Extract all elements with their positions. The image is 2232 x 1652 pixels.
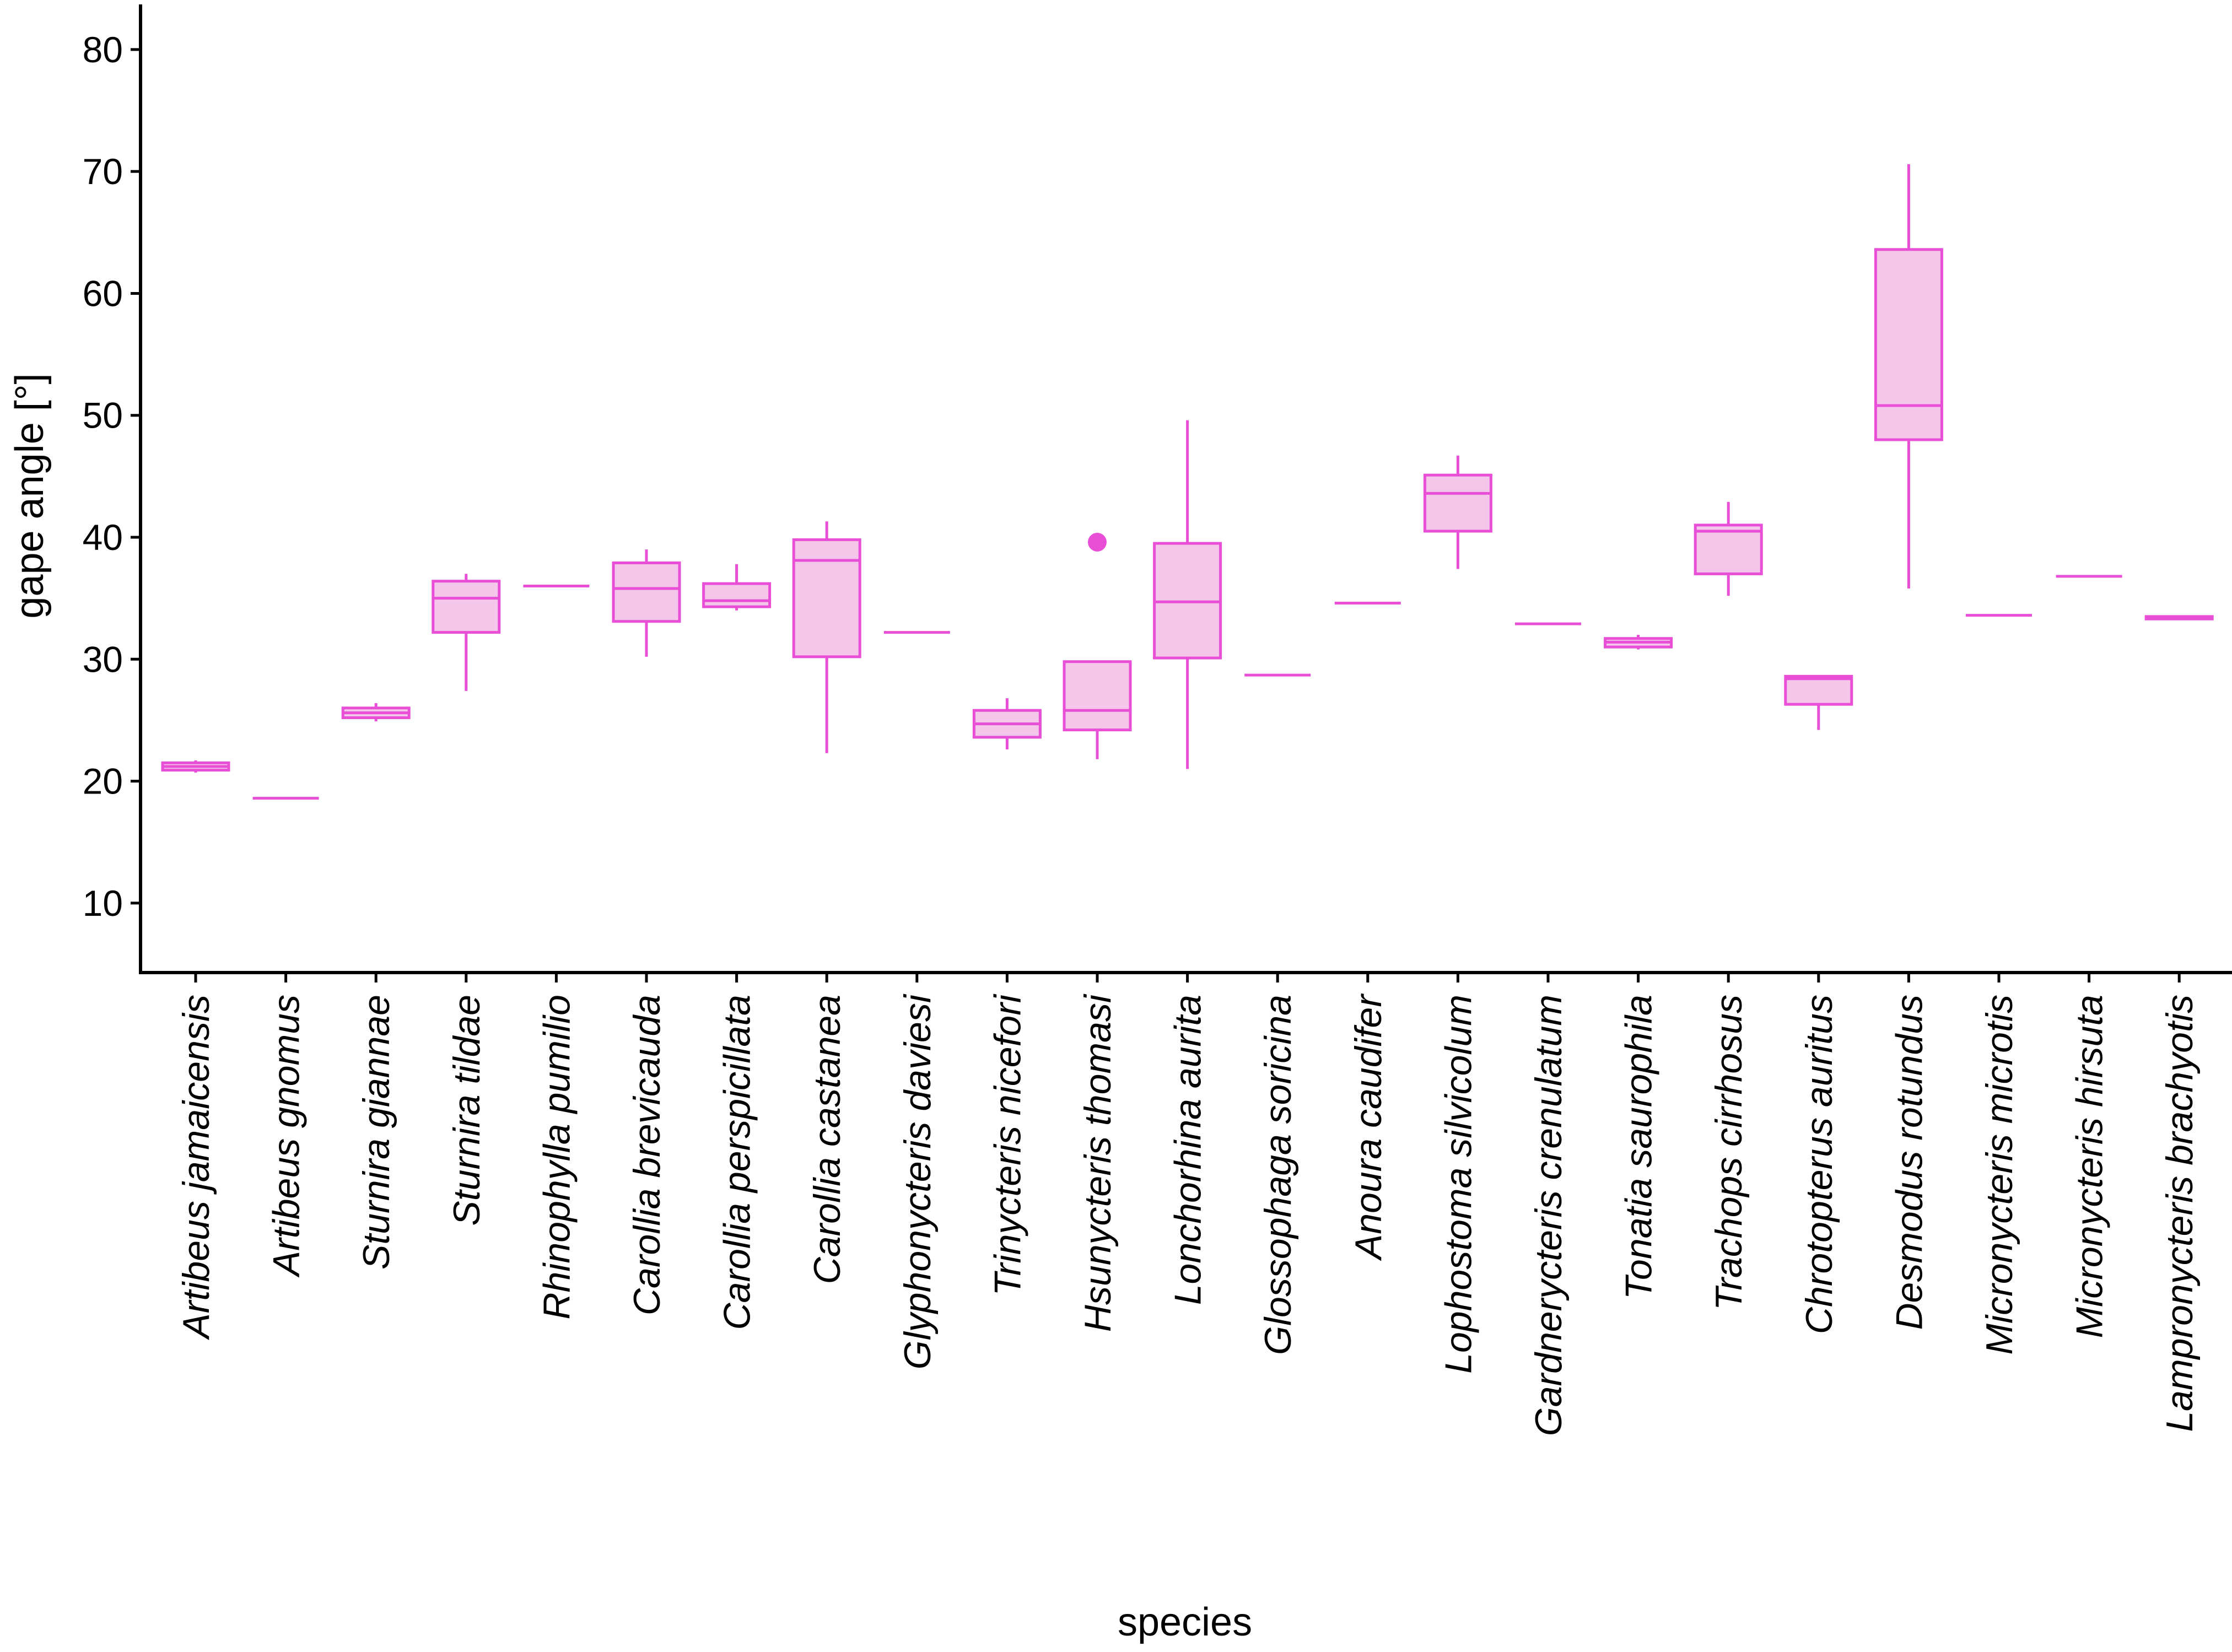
box-iqr: [612, 561, 681, 623]
boxplot-carollia-perspicillata: [702, 564, 772, 611]
boxplot-carollia-castanea: [792, 521, 861, 753]
y-tick-label: 30: [83, 639, 123, 679]
x-tick-label: Trinycteris nicefori: [986, 994, 1028, 1296]
x-tick-label: Lonchorhina aurita: [1167, 995, 1209, 1305]
x-tick-label: Carollia castanea: [806, 995, 848, 1284]
x-tick-label: Carollia perspicillata: [716, 995, 758, 1330]
box-iqr: [432, 580, 501, 634]
boxplot-trachops-cirrhosus: [1694, 501, 1763, 596]
y-tick-label: 10: [83, 883, 123, 924]
outlier-point: [1088, 532, 1107, 552]
x-tick-label: Artibeus gnomus: [266, 995, 308, 1278]
x-tick-label: Glyphonycteris daviesi: [897, 994, 939, 1369]
y-tick-label: 70: [83, 151, 123, 192]
boxplot-hsunycteris-thomasi: [1063, 532, 1132, 759]
boxplot-sturnira-giannae: [341, 703, 411, 722]
x-tick-label: Sturnira tildae: [446, 995, 488, 1226]
y-tick-label: 40: [83, 517, 123, 558]
x-tick-label: Lophostoma silvicolum: [1437, 995, 1479, 1374]
boxplot-lophostoma-silvicolum: [1423, 455, 1492, 569]
y-tick-label: 80: [83, 29, 123, 70]
boxplot-series: [161, 164, 2214, 800]
y-axis-ticks: 10 20 30 40 50 60 70 80: [83, 29, 141, 924]
x-tick-label: Trachops cirrhosus: [1708, 995, 1750, 1310]
y-tick-label: 50: [83, 395, 123, 436]
x-tick-label: Sturnira giannae: [355, 995, 397, 1270]
x-axis-title: species: [1118, 1600, 1252, 1644]
box-iqr: [1063, 660, 1132, 732]
box-iqr: [1694, 523, 1763, 575]
boxplot-lampronycteris-brachyotis: [2144, 615, 2214, 620]
x-tick-label: Lampronycteris brachyotis: [2159, 995, 2201, 1432]
box-iqr: [1784, 674, 1853, 706]
x-tick-label: Micronycteris microtis: [1978, 995, 2020, 1355]
y-tick-label: 60: [83, 273, 123, 314]
boxplot-trinycteris-nicefori: [972, 698, 1042, 750]
boxplot-desmodus-rotundus: [1874, 164, 1943, 589]
x-tick-label: Micronycteris hirsuta: [2069, 995, 2111, 1338]
box-iqr: [1423, 473, 1492, 533]
boxplot-lonchorhina-aurita: [1153, 420, 1222, 769]
x-tick-label: Carollia brevicauda: [626, 995, 668, 1315]
boxplot-tonatia-saurophila: [1604, 635, 1673, 650]
boxplot-carollia-brevicauda: [612, 549, 681, 657]
box-iqr: [702, 582, 772, 608]
boxplot-sturnira-tildae: [432, 574, 501, 691]
y-tick-label: 20: [83, 761, 123, 802]
x-tick-label: Rhinophylla pumilio: [536, 995, 578, 1320]
x-tick-label: Gardnerycteris crenulatum: [1528, 995, 1570, 1436]
y-axis-title: gape angle [°]: [8, 373, 52, 618]
x-tick-label: Glossophaga soricina: [1257, 995, 1299, 1355]
x-tick-label: Tonatia saurophila: [1618, 995, 1660, 1299]
x-tick-label: Desmodus rotundus: [1888, 995, 1930, 1330]
boxplot-artibeus-jamaicensis: [161, 760, 230, 773]
x-tick-label: Artibeus jamaicensis: [175, 995, 217, 1341]
x-tick-label: Hsunycteris thomasi: [1077, 994, 1119, 1332]
box-iqr: [792, 538, 861, 658]
x-axis-ticks: Artibeus jamaicensis Artibeus gnomus Sturn…: [175, 973, 2201, 1436]
boxplot-chrotopterus-auritus: [1784, 674, 1853, 730]
box-iqr: [1874, 248, 1943, 441]
x-tick-label: Chrotopterus auritus: [1798, 995, 1840, 1334]
x-tick-label: Anoura caudifer: [1347, 994, 1389, 1261]
